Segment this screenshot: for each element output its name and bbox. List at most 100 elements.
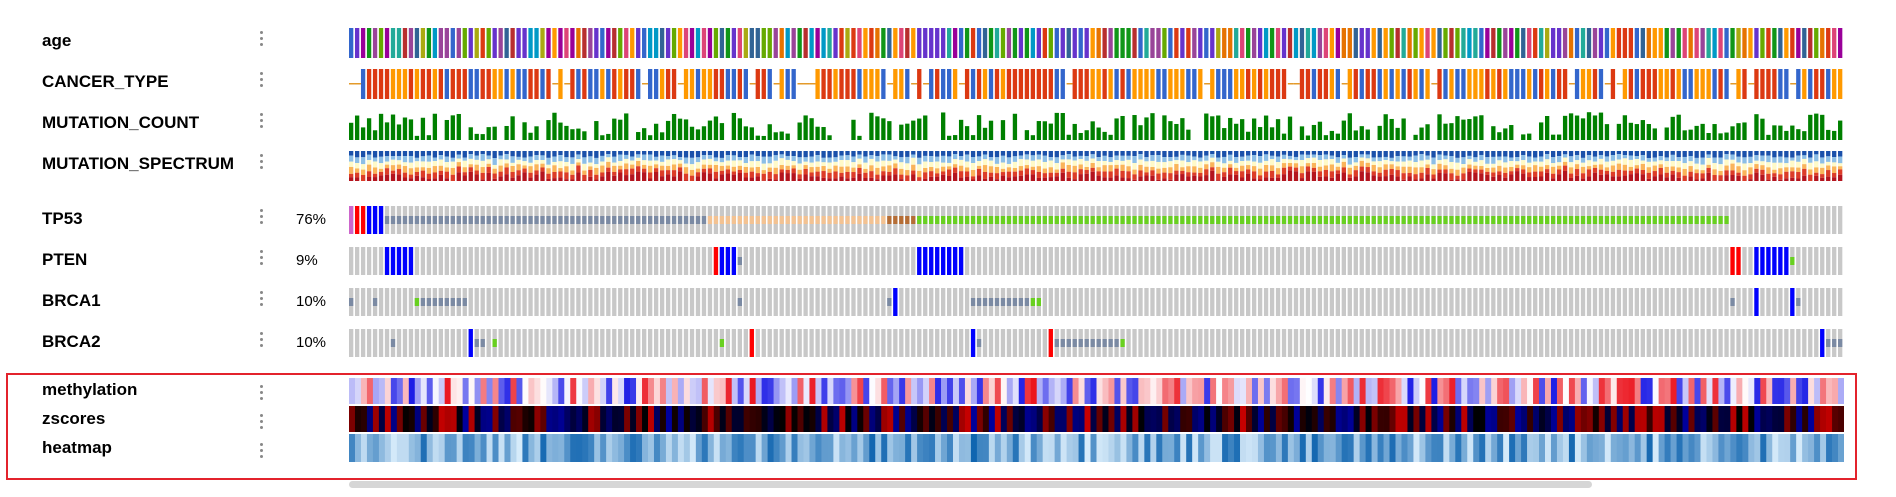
mutation-spectrum-segment	[420, 170, 426, 178]
unaltered-cell	[881, 247, 886, 275]
mutation-spectrum-segment	[1455, 179, 1460, 181]
unaltered-cell	[731, 329, 737, 357]
heatmap-cell	[964, 378, 972, 404]
mutation-spectrum-segment	[1838, 174, 1843, 181]
cancer-type-cell	[618, 69, 623, 99]
cancer-type-cell	[1198, 69, 1203, 99]
vertical-ellipsis-icon[interactable]	[256, 207, 266, 227]
vertical-ellipsis-icon[interactable]	[256, 152, 266, 172]
vertical-ellipsis-icon[interactable]	[256, 248, 266, 268]
mutation-spectrum-segment	[498, 171, 503, 177]
heatmap-cell	[815, 434, 822, 462]
unaltered-cell	[1210, 288, 1215, 316]
mutation-spectrum-segment	[719, 151, 725, 158]
mutation-count-bar	[426, 135, 432, 140]
mutation-spectrum-segment	[1467, 168, 1472, 173]
mutation-spectrum-segment	[1060, 155, 1065, 160]
mutation-spectrum-segment	[636, 157, 641, 161]
mutation-spectrum-segment	[845, 155, 850, 161]
unaltered-cell	[1533, 247, 1538, 275]
missense-mutation	[1078, 216, 1083, 224]
heatmap-cell	[1766, 434, 1773, 462]
mutation-spectrum-segment	[929, 161, 934, 168]
mutation-spectrum-segment	[498, 176, 503, 181]
heatmap-cell	[1634, 378, 1642, 404]
mutation-spectrum-segment	[1425, 164, 1430, 169]
missense-mutation	[1216, 216, 1221, 224]
unaltered-cell	[917, 288, 922, 316]
unaltered-cell	[1497, 329, 1502, 357]
track-label: MUTATION_SPECTRUM	[42, 154, 235, 173]
vertical-ellipsis-icon[interactable]	[256, 289, 266, 309]
unaltered-cell	[408, 329, 414, 357]
cancer-type-cell	[582, 69, 587, 99]
cancer-type-cell	[534, 69, 539, 99]
heatmap-cell	[498, 434, 505, 462]
unaltered-cell	[1742, 247, 1747, 275]
mutation-spectrum-segment	[767, 167, 772, 172]
mutation-spectrum-segment	[1054, 157, 1059, 164]
heatmap-cell	[1168, 434, 1175, 462]
mutation-count-bar	[1640, 120, 1645, 140]
age-cell	[1604, 28, 1610, 58]
mutation-spectrum-segment	[1628, 174, 1634, 181]
age-cell	[1078, 28, 1083, 58]
heatmap-cell	[1443, 434, 1450, 462]
inframe-mutation	[881, 216, 886, 224]
mutation-count-bar	[743, 126, 748, 140]
mutation-spectrum-segment	[1090, 158, 1095, 164]
mutation-count-bar	[1150, 113, 1155, 140]
age-cell	[1718, 28, 1723, 58]
unaltered-cell	[707, 288, 713, 316]
vertical-ellipsis-icon[interactable]	[256, 412, 266, 432]
mutation-spectrum-segment	[893, 174, 898, 181]
age-cell	[821, 28, 826, 58]
heatmap-cell	[1640, 406, 1648, 432]
age-cell	[349, 28, 354, 58]
mutation-spectrum-segment	[1467, 151, 1472, 156]
cancer-type-gap	[1790, 83, 1797, 85]
vertical-ellipsis-icon[interactable]	[256, 441, 266, 461]
mutation-spectrum-segment	[1174, 151, 1179, 157]
mutation-spectrum-segment	[402, 177, 408, 181]
heatmap-cell	[444, 378, 452, 404]
mutation-spectrum-segment	[534, 170, 539, 175]
heatmap-cell	[1580, 434, 1588, 462]
mutation-spectrum-segment	[1186, 166, 1191, 173]
unaltered-cell	[827, 247, 832, 275]
mutation-spectrum-segment	[821, 151, 826, 158]
mutation-spectrum-segment	[1281, 167, 1287, 175]
mutation-spectrum-segment	[1419, 172, 1424, 179]
truncating-mutation	[522, 216, 527, 224]
age-cell	[1084, 28, 1089, 58]
unaltered-cell	[588, 247, 593, 275]
heatmap-cell	[582, 378, 589, 404]
mutation-spectrum-segment	[486, 172, 491, 181]
mutation-spectrum-segment	[785, 151, 790, 156]
vertical-ellipsis-icon[interactable]	[256, 70, 266, 90]
truncating-mutation	[1024, 298, 1030, 306]
heatmap-cell	[1018, 406, 1026, 432]
mutation-spectrum-segment	[1676, 161, 1681, 168]
age-cell	[1132, 28, 1137, 58]
horizontal-scrollbar[interactable]	[349, 481, 1592, 488]
mutation-spectrum-segment	[378, 175, 384, 181]
vertical-ellipsis-icon[interactable]	[256, 29, 266, 49]
mutation-spectrum-segment	[414, 171, 420, 176]
unaltered-cell	[1401, 329, 1406, 357]
cancer-type-cell	[1383, 69, 1388, 99]
mutation-count-bar	[1706, 133, 1711, 140]
mutation-spectrum-segment	[1413, 155, 1418, 163]
unaltered-cell	[349, 329, 354, 357]
heatmap-cell	[947, 434, 954, 462]
mutation-count-bar	[1329, 130, 1335, 140]
age-cell	[1024, 28, 1030, 58]
mutation-spectrum-segment	[1222, 156, 1227, 164]
mutation-spectrum-segment	[402, 162, 408, 167]
vertical-ellipsis-icon[interactable]	[256, 330, 266, 350]
cancer-type-cell	[964, 69, 970, 99]
vertical-ellipsis-icon[interactable]	[256, 111, 266, 131]
vertical-ellipsis-icon[interactable]	[256, 383, 266, 403]
unaltered-cell	[528, 329, 533, 357]
unaltered-cell	[1222, 288, 1227, 316]
